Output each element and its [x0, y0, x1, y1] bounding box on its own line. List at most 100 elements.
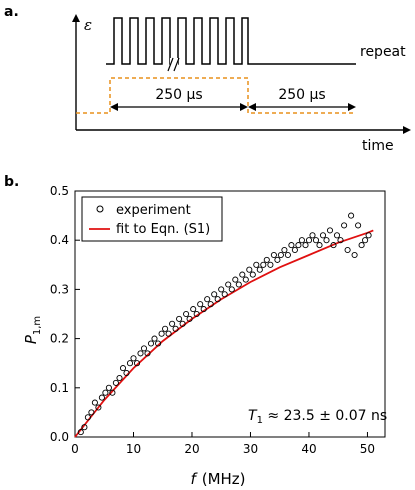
legend-label-fit: fit to Eqn. (S1) [116, 222, 210, 237]
experiment-point [140, 345, 148, 352]
experiment-point [235, 281, 242, 288]
experiment-points [77, 212, 372, 436]
pulse-train [106, 17, 356, 65]
experiment-point [249, 271, 256, 278]
experiment-point [77, 429, 84, 436]
experiment-point [151, 335, 158, 342]
experiment-point [207, 301, 214, 308]
interval-1-arrow-right [240, 103, 248, 111]
experiment-point [200, 306, 207, 313]
experiment-point [147, 340, 155, 347]
panel-b: b. 0.0 0.1 0.2 0.3 0.4 0.5 0 10 20 30 40 50 experi… [4, 174, 387, 488]
experiment-point [281, 246, 288, 254]
experiment-point [158, 330, 165, 337]
experiment-point [172, 325, 179, 332]
experiment-point [316, 242, 323, 249]
y-axis-label: P1,m [22, 316, 43, 344]
experiment-point [144, 350, 151, 357]
experiment-point [242, 276, 249, 283]
experiment-point [302, 242, 309, 249]
experiment-point [126, 360, 134, 367]
x-tick-label: 10 [126, 442, 141, 456]
experiment-point [267, 261, 274, 268]
experiment-point [179, 320, 186, 327]
x-axis-symbol: f [190, 470, 198, 488]
experiment-point [169, 320, 176, 327]
x-axis-unit: (MHz) [202, 470, 246, 488]
experiment-point [204, 296, 211, 303]
t1-symbol: T [248, 408, 258, 424]
experiment-point [98, 394, 105, 401]
experiment-point [232, 276, 239, 283]
experiment-point [291, 246, 298, 254]
interval-2-arrow-left [248, 103, 256, 111]
experiment-point [295, 242, 302, 249]
experiment-point [112, 379, 119, 386]
x-axis-label: f (MHz) [190, 470, 245, 488]
x-tick-label: 50 [360, 442, 375, 456]
panel-a-y-axis-arrow [72, 14, 80, 22]
legend-marker-experiment [96, 205, 104, 213]
experiment-point [284, 251, 291, 259]
experiment-point [133, 360, 141, 367]
experiment-point [288, 242, 295, 249]
break-mark-left [167, 57, 174, 72]
experiment-point [333, 232, 341, 239]
interval-2-label: 250 μs [278, 87, 325, 103]
x-tick-label: 40 [301, 442, 316, 456]
y-tick-label: 0.4 [50, 233, 69, 247]
time-label: time [362, 138, 394, 154]
experiment-point [351, 251, 358, 259]
experiment-point [109, 389, 116, 396]
experiment-point [225, 281, 232, 288]
x-tick-label: 20 [184, 442, 199, 456]
experiment-point [274, 256, 281, 263]
experiment-point [355, 222, 362, 229]
x-tick-label: 0 [71, 442, 79, 456]
experiment-point [270, 251, 277, 259]
experiment-point [186, 315, 193, 322]
experiment-point [116, 374, 123, 382]
experiment-point [193, 310, 200, 318]
fit-line [74, 229, 374, 438]
t1-annotation: T1 ≈ 23.5 ± 0.07 ns [248, 408, 387, 426]
experiment-point [102, 389, 109, 396]
experiment-point [81, 424, 88, 431]
y-tick-label: 0.0 [50, 430, 69, 444]
experiment-point [358, 242, 365, 249]
y-tick-label: 0.1 [50, 381, 69, 395]
interval-1-arrow-left [110, 103, 118, 111]
panel-a: a. ε repeat 250 μs 250 μs time [4, 4, 411, 154]
y-tick-label: 0.3 [50, 282, 69, 296]
experiment-point [84, 414, 91, 421]
experiment-point [95, 404, 102, 411]
panel-b-label: b. [4, 174, 19, 190]
experiment-point [239, 271, 246, 278]
experiment-point [305, 237, 313, 244]
experiment-point [211, 291, 218, 298]
experiment-point [256, 266, 263, 273]
panel-a-epsilon-label: ε [84, 16, 92, 34]
plot-frame [74, 190, 386, 438]
x-tick-label: 30 [243, 442, 258, 456]
experiment-point [309, 232, 316, 239]
experiment-point [246, 266, 253, 273]
interval-2-arrow-right [348, 103, 356, 111]
experiment-point [130, 355, 137, 362]
panel-a-x-axis-arrow [403, 126, 411, 134]
experiment-point [221, 291, 228, 298]
experiment-point [260, 261, 267, 268]
t1-subscript: 1 [257, 415, 263, 426]
y-tick-label: 0.2 [50, 332, 69, 346]
y-ticks: 0.0 0.1 0.2 0.3 0.4 0.5 [50, 184, 80, 444]
experiment-point [214, 296, 221, 303]
legend-label-experiment: experiment [116, 203, 191, 218]
break-mark-right [173, 57, 180, 72]
experiment-point [190, 306, 197, 313]
x-ticks: 0 10 20 30 40 50 [71, 432, 375, 456]
experiment-point [362, 237, 369, 244]
experiment-point [337, 237, 344, 244]
experiment-point [263, 256, 270, 263]
y-tick-label: 0.5 [50, 184, 69, 198]
